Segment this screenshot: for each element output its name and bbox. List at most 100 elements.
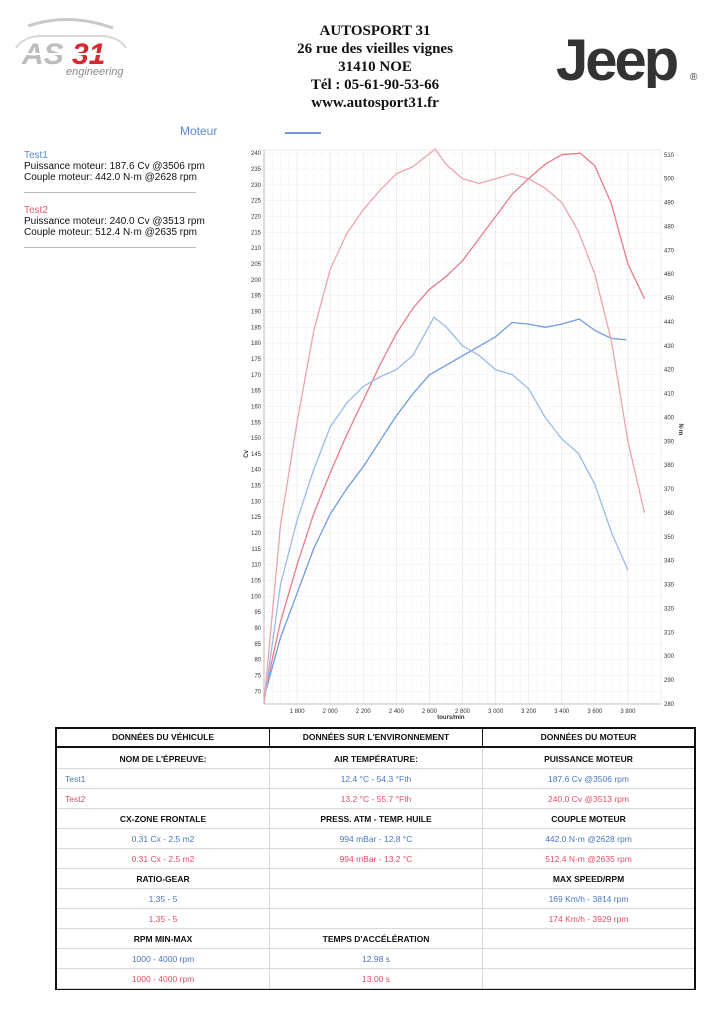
- company-address-block: AUTOSPORT 31 26 rue des vieilles vignes …: [230, 22, 520, 112]
- table-cell: 994 mBar - 13.2 °C: [339, 854, 413, 864]
- y-tick-label: 200: [251, 278, 262, 284]
- table-row: 1.35 - 5 174 Km/h - 3929 rpm: [57, 909, 694, 929]
- y2-tick-label: 390: [664, 439, 675, 445]
- table-cell: 12.4 °C - 54.3 °Fth: [340, 774, 412, 784]
- y2-tick-label: 500: [664, 177, 675, 183]
- as31-logo-subtitle: engineering: [66, 66, 124, 78]
- jeep-logo: Jeep ®: [552, 28, 702, 93]
- y2-tick-label: 380: [664, 463, 675, 469]
- table-cell: TEMPS D'ACCÉLÉRATION: [322, 934, 430, 944]
- table-cell: 13.2 °C - 55.7 °Fth: [340, 794, 412, 804]
- x-tick-label: 2 400: [389, 709, 405, 715]
- y-tick-label: 85: [254, 642, 261, 648]
- table-cell: PRESS. ATM - TEMP. HUILE: [320, 814, 432, 824]
- table-cell: 1.35 - 5: [148, 894, 178, 904]
- y-tick-label: 100: [251, 594, 262, 600]
- as31-logo-graphic: AS 31: [10, 18, 130, 71]
- as31-logo: AS 31: [8, 14, 133, 84]
- table-cell: 0.31 Cx - 2.5 m2: [131, 854, 195, 864]
- jeep-logo-graphic: Jeep ®: [556, 28, 698, 93]
- table-cell: Test2: [65, 794, 86, 804]
- y2-tick-label: 310: [664, 630, 675, 636]
- y2-tick-label: 410: [664, 392, 675, 398]
- y2-tick-label: 300: [664, 654, 675, 660]
- y-tick-label: 135: [251, 484, 262, 490]
- table-cell: 1000 - 4000 rpm: [131, 974, 195, 984]
- power-torque-chart: 70 75 80 85 90 95 100 105 110 115 120 125 130 135 140 1…: [236, 148, 683, 722]
- y-tick-label: 110: [251, 563, 261, 569]
- table-cell: 169 Km/h - 3814 rpm: [548, 894, 629, 904]
- y2-tick-label: 280: [664, 702, 675, 708]
- series-test2-power-line: [263, 152, 646, 698]
- y2-tick-label: 400: [664, 415, 675, 421]
- y-tick-label: 205: [251, 262, 262, 268]
- table-cell: 512.4 N·m @2635 rpm: [545, 854, 632, 864]
- y2-tick-label: 290: [664, 678, 675, 684]
- table-label-row: RPM MIN-MAX TEMPS D'ACCÉLÉRATION: [57, 929, 694, 949]
- series-test2-torque-line: [263, 148, 646, 705]
- table-cell: 12.98 s: [362, 954, 390, 964]
- y-tick-label: 220: [251, 214, 262, 220]
- table-cell: 442.0 N·m @2628 rpm: [545, 834, 632, 844]
- table-header: DONNÉES DU VÉHICULE DONNÉES SUR L'ENVIRO…: [57, 729, 694, 748]
- y-tick-label: 165: [251, 389, 262, 395]
- header-engine: DONNÉES DU MOTEUR: [540, 732, 637, 742]
- y-tick-label: 90: [254, 626, 261, 632]
- table-cell: 13.00 s: [362, 974, 390, 984]
- y2-tick-label: 460: [664, 272, 675, 278]
- header-divider: [482, 729, 483, 748]
- legend-test1-name: Test1: [24, 150, 48, 161]
- x-tick-label: 2 000: [323, 709, 339, 715]
- table-label-row: RATIO-GEAR MAX SPEED/RPM: [57, 869, 694, 889]
- legend-test2-power: Puissance moteur: 240.0 Cv @3513 rpm: [24, 216, 205, 227]
- table-row: 1000 - 4000 rpm 13.00 s: [57, 969, 694, 989]
- y2-tick-label: 480: [664, 224, 675, 230]
- legend-divider: [24, 192, 196, 193]
- chart-title: Moteur: [180, 124, 218, 138]
- table-cell: 994 mBar - 12.8 °C: [339, 834, 413, 844]
- series-test1-power-line: [263, 318, 627, 698]
- table-cell: CX-ZONE FRONTALE: [119, 814, 207, 824]
- x-tick-label: 3 400: [554, 709, 570, 715]
- y2-axis-label: N·m: [677, 424, 683, 436]
- y2-tick-label: 430: [664, 344, 675, 350]
- table-row: 0.31 Cx - 2.5 m2 994 mBar - 12.8 °C 442.0 …: [57, 829, 694, 849]
- company-street: 26 rue des vieilles vignes: [297, 41, 453, 57]
- table-cell: PUISSANCE MOTEUR: [544, 754, 633, 764]
- y2-tick-label: 350: [664, 535, 675, 541]
- y-tick-label: 175: [251, 357, 262, 363]
- table-label-row: NOM DE L'ÉPREUVE: AIR TEMPÉRATURE: PUISSAN…: [57, 749, 694, 769]
- table-row: 0.31 Cx - 2.5 m2 994 mBar - 13.2 °C 512.4 …: [57, 849, 694, 869]
- table-row: Test2 13.2 °C - 55.7 °Fth 240.0 Cv @3513 r…: [57, 789, 694, 809]
- table-column-divider: [482, 749, 483, 989]
- y-tick-label: 155: [251, 420, 262, 426]
- y-tick-label: 210: [251, 246, 262, 252]
- y-tick-label: 80: [254, 658, 261, 664]
- y-tick-label: 190: [251, 309, 262, 315]
- legend-test2-name: Test2: [24, 205, 48, 216]
- company-name: AUTOSPORT 31: [319, 23, 431, 39]
- y2-tick-label: 330: [664, 583, 675, 589]
- table-column-divider: [269, 749, 270, 989]
- x-tick-label: 3 800: [620, 709, 636, 715]
- y2-tick-label: 370: [664, 487, 675, 493]
- company-phone: Tél : 05-61-90-53-66: [310, 77, 440, 93]
- table-cell: RATIO-GEAR: [136, 874, 190, 884]
- svg-text:®: ®: [690, 72, 698, 83]
- legend-divider: [24, 247, 196, 248]
- y-tick-label: 145: [251, 452, 262, 458]
- table-cell: 1.35 - 5: [148, 914, 178, 924]
- y2-tick-label: 490: [664, 201, 675, 207]
- x-tick-label: 2 600: [422, 709, 438, 715]
- y-tick-label: 105: [251, 579, 262, 585]
- company-website[interactable]: www.autosport31.fr: [311, 95, 439, 111]
- y2-tick-label: 340: [664, 559, 675, 565]
- y-tick-label: 230: [251, 183, 262, 189]
- table-cell: 1000 - 4000 rpm: [131, 954, 195, 964]
- chart-title-swatch: [285, 132, 321, 134]
- header-vehicle: DONNÉES DU VÉHICULE: [111, 732, 214, 742]
- power-torque-chart-svg: 70 75 80 85 90 95 100 105 110 115 120 125 130 135 140 1…: [244, 148, 683, 721]
- table-cell: 187.6 Cv @3506 rpm: [548, 774, 629, 784]
- legend-test2-torque: Couple moteur: 512.4 N·m @2635 rpm: [24, 227, 198, 238]
- y-tick-label: 130: [251, 499, 262, 505]
